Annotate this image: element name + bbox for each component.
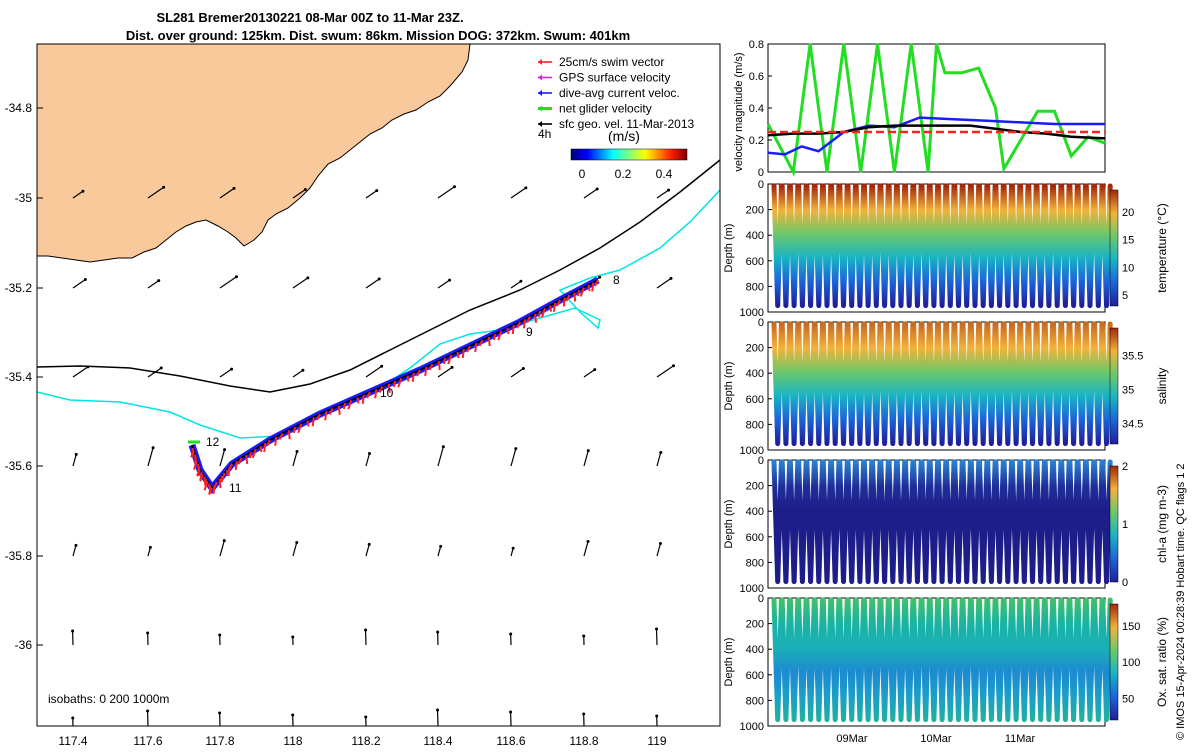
salinity-colorbar: [1110, 328, 1118, 444]
salinity-ctick-0: 34.5: [1122, 419, 1143, 431]
salinity-ctick-2: 35.5: [1122, 350, 1143, 362]
temperature-colorbar-label: temperature (°C): [1155, 203, 1169, 293]
map-xtick-3: 118: [283, 734, 302, 748]
salinity-depth-tick-4: 800: [746, 419, 764, 431]
isobaths-label: isobaths: 0 200 1000m: [48, 692, 169, 706]
temperature-colorbar: [1110, 190, 1118, 306]
oxygen-depth-tick-2: 400: [746, 644, 764, 656]
map-xtick-8: 119: [647, 734, 666, 748]
vel-ytick-3: 0.6: [749, 71, 764, 83]
temperature-depth-tick-2: 400: [746, 230, 764, 242]
chla-ctick-0: 0: [1122, 577, 1128, 589]
oxygen-ctick-0: 50: [1122, 693, 1134, 705]
oxygen-depth-tick-3: 600: [746, 670, 764, 682]
map-xtick-6: 118.6: [496, 734, 525, 748]
salinity-ctick-1: 35: [1122, 384, 1134, 396]
waypoint-10: 10: [380, 386, 394, 400]
waypoint-8: 8: [613, 273, 620, 287]
waypoint-12: 12: [206, 435, 220, 449]
map-xtick-0: 117.4: [58, 734, 87, 748]
temperature-depth-tick-1: 200: [746, 205, 764, 217]
time-tick-2: 11Mar: [1005, 733, 1036, 745]
oxygen-depth-label: Depth (m): [723, 638, 735, 687]
vel-ytick-1: 0.2: [749, 135, 764, 147]
velocity-panel: 0 0.2 0.4 0.6 0.8 velocity magnitude (m/s): [733, 39, 1105, 179]
colorbar-tick-1: 0.2: [615, 167, 632, 181]
footer-credit: © IMOS 15-Apr-2024 00:28:39 Hobart time.…: [1175, 463, 1187, 740]
speed-colorbar: [571, 149, 687, 160]
vel-ytick-2: 0.4: [749, 103, 764, 115]
vel-ytick-0: 0: [758, 167, 764, 179]
waypoint-9: 9: [526, 325, 533, 339]
oxygen-ctick-2: 150: [1122, 621, 1140, 633]
oxygen-depth-tick-4: 800: [746, 695, 764, 707]
figure-title-line2: Dist. over ground: 125km. Dist. swum: 86…: [126, 28, 630, 43]
oxygen-depth-tick-5: 1000: [740, 721, 764, 733]
chla-ctick-2: 2: [1122, 461, 1128, 473]
figure-title-line1: SL281 Bremer20130221 08-Mar 00Z to 11-Ma…: [156, 10, 463, 25]
legend-time-label: 4h: [538, 127, 551, 141]
map-xtick-7: 118.8: [569, 734, 598, 748]
vel-ytick-4: 0.8: [749, 39, 764, 51]
salinity-depth-tick-3: 600: [746, 394, 764, 406]
velocity-ylabel: velocity magnitude (m/s): [733, 52, 745, 171]
map-ytick-0: -34.8: [5, 101, 33, 115]
map-ytick-3: -35.4: [5, 370, 33, 384]
chla-depth-tick-1: 200: [746, 481, 764, 493]
legend-item-2: dive-avg current veloc.: [559, 86, 680, 100]
time-tick-0: 09Mar: [836, 733, 868, 745]
salinity-depth-tick-1: 200: [746, 343, 764, 355]
temperature-ctick-0: 5: [1122, 290, 1128, 302]
map-ytick-4: -35.6: [5, 459, 33, 473]
chla-depth-tick-0: 0: [758, 455, 764, 467]
oxygen-depth-tick-1: 200: [746, 619, 764, 631]
legend-item-1: GPS surface velocity: [559, 71, 670, 85]
map-ytick-6: -36: [15, 638, 33, 652]
time-tick-1: 10Mar: [920, 733, 952, 745]
temperature-depth-tick-0: 0: [758, 179, 764, 191]
temperature-ctick-2: 15: [1122, 235, 1134, 247]
chla-colorbar: [1110, 466, 1118, 582]
oxygen-ctick-1: 100: [1122, 657, 1140, 669]
chla-depth-label: Depth (m): [723, 500, 735, 549]
temperature-depth-tick-3: 600: [746, 256, 764, 268]
chla-depth-tick-4: 800: [746, 557, 764, 569]
temperature-depth-label: Depth (m): [723, 224, 735, 273]
chla-depth-tick-3: 600: [746, 532, 764, 544]
map-xtick-5: 118.4: [423, 734, 452, 748]
map-xtick-2: 117.8: [205, 734, 234, 748]
colorbar-label: (m/s): [608, 128, 640, 144]
legend-item-3: net glider velocity: [559, 102, 652, 116]
panel-oxygen: 0 200 400 600 800 1000 Depth (m) 50 100 150 Ox. sa…: [723, 593, 1169, 745]
chla-depth-tick-2: 400: [746, 506, 764, 518]
map-ytick-5: -35.8: [5, 549, 33, 563]
chla-colorbar-label: chl-a (mg m-3): [1155, 485, 1169, 563]
oxygen-colorbar: [1110, 604, 1118, 720]
temperature-depth-tick-4: 800: [746, 281, 764, 293]
waypoint-11: 11: [229, 481, 242, 495]
salinity-depth-tick-0: 0: [758, 317, 764, 329]
chla-ctick-1: 1: [1122, 519, 1128, 531]
salinity-depth-label: Depth (m): [723, 362, 735, 411]
map-xtick-1: 117.6: [133, 734, 162, 748]
salinity-colorbar-label: salinity: [1155, 368, 1169, 405]
colorbar-tick-0: 0: [579, 167, 586, 181]
colorbar-tick-2: 0.4: [656, 167, 673, 181]
map-xtick-4: 118.2: [351, 734, 380, 748]
salinity-depth-tick-2: 400: [746, 368, 764, 380]
temperature-ctick-3: 20: [1122, 207, 1134, 219]
temperature-ctick-1: 10: [1122, 262, 1134, 274]
oxygen-colorbar-label: Ox. sat. ratio (%): [1155, 617, 1169, 707]
map-ytick-2: -35.2: [5, 281, 33, 295]
legend-item-0: 25cm/s swim vector: [559, 55, 664, 69]
map-ytick-1: -35: [15, 191, 33, 205]
oxygen-depth-tick-0: 0: [758, 593, 764, 605]
